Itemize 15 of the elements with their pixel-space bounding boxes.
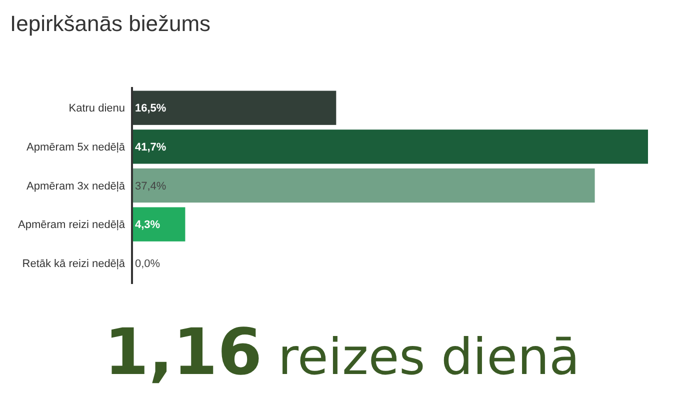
y-tick-label: Apmēram 3x nedēļā (26, 180, 126, 192)
data-label: 0,0% (135, 258, 160, 270)
bar (132, 168, 595, 203)
bar (132, 130, 648, 164)
data-label: 41,7% (135, 142, 166, 154)
bar (132, 207, 186, 242)
data-label: 4,3% (135, 219, 160, 232)
text: 1,16 reizes dienā (104, 316, 580, 390)
data-label: 37,4% (135, 180, 166, 192)
y-tick-label: Apmēram reizi nedēļā (18, 219, 126, 232)
chart-title: Iepirkšanās biežums (10, 11, 211, 36)
y-tick-label: Retāk kā reizi nedēļā (22, 258, 126, 270)
y-tick-label: Katru dienu (68, 102, 125, 115)
y-tick-label: Apmēram 5x nedēļā (26, 142, 126, 154)
data-label: 16,5% (135, 102, 166, 115)
